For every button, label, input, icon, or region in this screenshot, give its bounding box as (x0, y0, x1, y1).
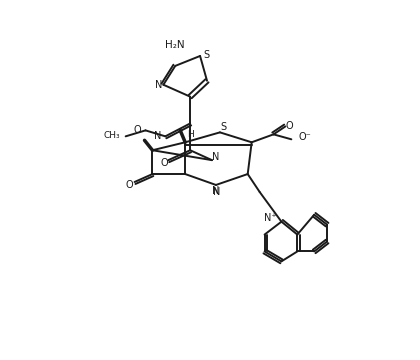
Text: N: N (212, 186, 220, 196)
Text: N: N (154, 131, 161, 141)
Text: O: O (126, 180, 134, 190)
Text: O: O (286, 121, 293, 131)
Text: N: N (212, 152, 220, 162)
Text: S: S (203, 50, 209, 60)
Text: N: N (213, 187, 221, 197)
Text: O: O (160, 158, 168, 168)
Text: O⁻: O⁻ (298, 132, 311, 142)
Text: O: O (134, 125, 142, 135)
Text: H: H (187, 130, 194, 139)
Text: CH₃: CH₃ (103, 131, 120, 140)
Text: H₂N: H₂N (165, 40, 185, 50)
Text: S: S (221, 122, 227, 132)
Text: N: N (155, 80, 162, 90)
Text: N⁺: N⁺ (264, 213, 276, 223)
